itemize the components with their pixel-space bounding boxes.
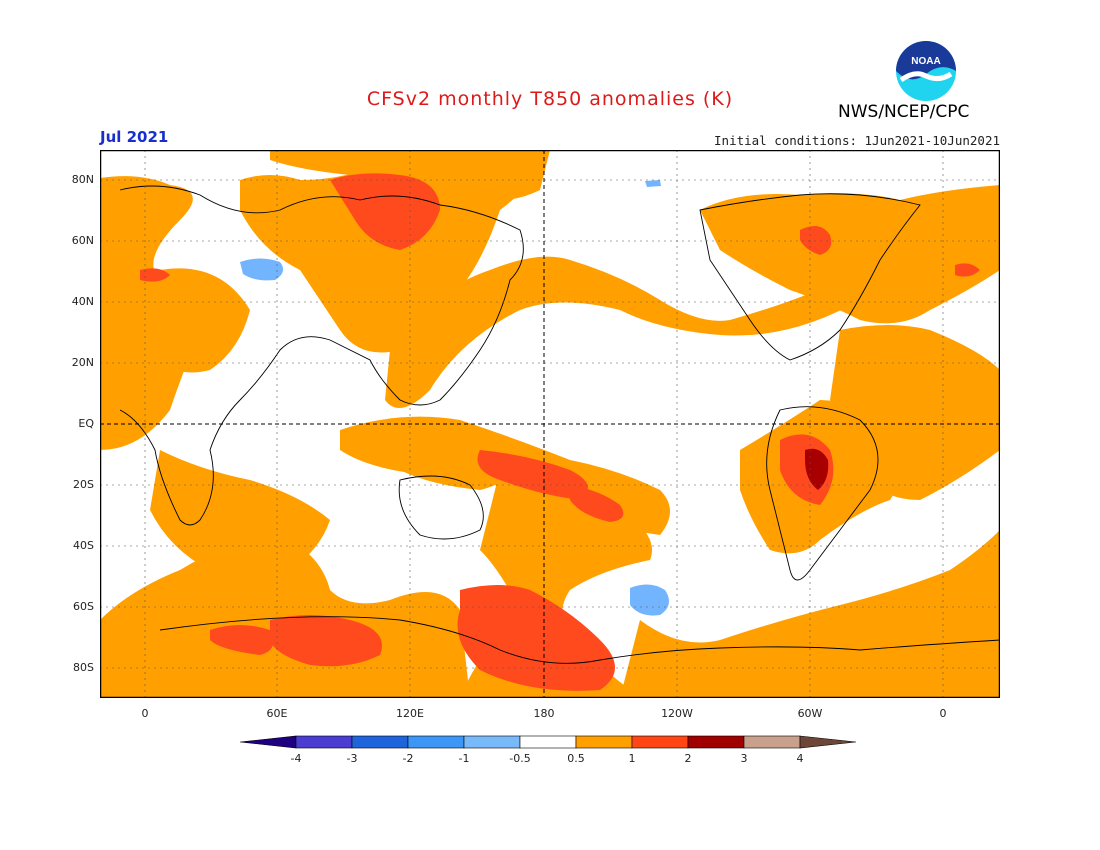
colorbar-bin [631,735,689,749]
reference-lines [100,150,1000,698]
colorbar-bin [519,735,577,749]
colorbar-label: 1 [628,752,636,765]
noaa-logo: NOAA [896,41,956,101]
colorbar-bin [239,735,297,749]
colorbar-bin [295,735,353,749]
colorbar [239,735,857,749]
forecast-month: Jul 2021 [100,128,169,146]
colorbar-bin [799,735,857,749]
lon-label: 180 [533,707,555,720]
lat-label: 40S [73,539,94,552]
map-title: CFSv2 monthly T850 anomalies (K) [366,88,734,110]
coastlines [119,185,1000,664]
anomaly-3-level-areas [805,448,829,490]
lat-label: 60S [73,600,94,613]
lat-label: 20S [73,478,94,491]
colorbar-label: -4 [290,752,302,765]
lat-label: 60N [71,234,94,247]
colorbar-label: -2 [402,752,414,765]
lat-label: 80S [73,661,94,674]
colorbar-bin [351,735,409,749]
lat-label: 80N [71,173,94,186]
colorbar-bin [743,735,801,749]
colorbar-label: -1 [458,752,470,765]
lat-lon-grid [100,150,1000,698]
colorbar-bin [407,735,465,749]
colorbar-label: 4 [796,752,804,765]
lat-label: 20N [71,356,94,369]
colorbar-label: 0.5 [567,752,585,765]
anomaly-negative-areas [240,180,669,616]
colorbar-bin [463,735,521,749]
lat-label: 40N [71,295,94,308]
svg-text:NOAA: NOAA [911,56,940,67]
lat-label: EQ [78,417,94,430]
initial-conditions: Initial conditions: 1Jun2021-10Jun2021 [714,133,1000,148]
lon-label: 60E [266,707,288,720]
colorbar-label: 2 [684,752,692,765]
lon-label: 120W [661,707,693,720]
lon-label: 60W [797,707,823,720]
lon-label: 0 [939,707,947,720]
colorbar-label: -3 [346,752,358,765]
colorbar-label: -0.5 [509,752,531,765]
colorbar-bin [575,735,633,749]
agency-label: NWS/NCEP/CPC [838,102,970,122]
anomaly-map [100,150,1000,698]
colorbar-bin [687,735,745,749]
lon-label: 120E [396,707,424,720]
colorbar-label: 3 [740,752,748,765]
lon-label: 0 [141,707,149,720]
